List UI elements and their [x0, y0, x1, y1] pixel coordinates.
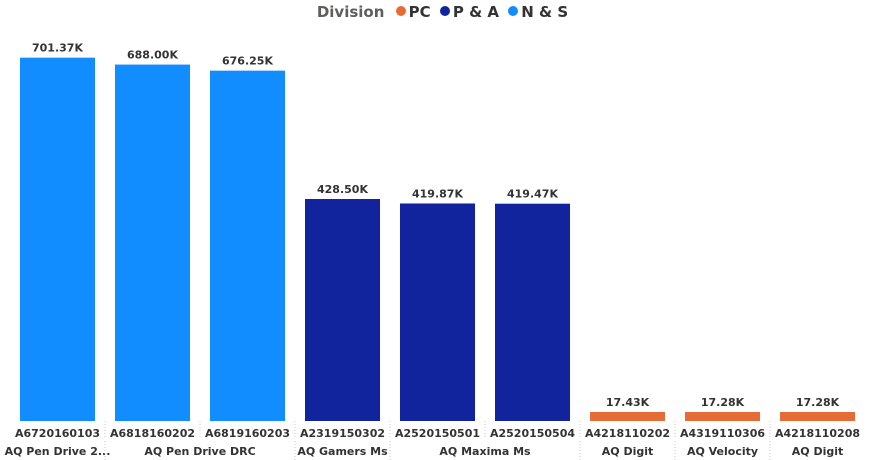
bar[interactable] — [685, 412, 760, 421]
legend-label-pc: PC — [408, 3, 431, 21]
legend: Division PC P & A N & S — [0, 3, 889, 21]
x-tick-label: A2319150302 — [300, 427, 385, 440]
x-group-label: AQ Digit — [602, 445, 654, 458]
bar[interactable] — [305, 199, 380, 421]
legend-label-n-and-s: N & S — [521, 3, 569, 21]
x-tick-label: A6818160202 — [110, 427, 195, 440]
bar[interactable] — [20, 57, 95, 422]
x-tick-label: A2520150501 — [395, 427, 480, 440]
x-tick-label: A4218110208 — [775, 427, 860, 440]
legend-item-pc[interactable]: PC — [395, 3, 436, 21]
bar[interactable] — [780, 412, 855, 421]
x-group-label: AQ Digit — [792, 445, 844, 458]
data-label: 419.47K — [507, 188, 558, 201]
x-group-label: AQ Gamers Ms — [297, 445, 388, 458]
data-label: 17.28K — [796, 396, 840, 409]
bar[interactable] — [590, 411, 665, 421]
x-group-label: AQ Pen Drive 2... — [5, 445, 111, 458]
x-group-label: AQ Maxima Ms — [439, 445, 531, 458]
data-label: 676.25K — [222, 55, 273, 68]
bar[interactable] — [400, 203, 475, 421]
legend-item-p-and-a[interactable]: P & A — [439, 3, 504, 21]
bar[interactable] — [115, 64, 190, 422]
x-tick-label: A4319110306 — [680, 427, 765, 440]
data-label: 17.43K — [606, 396, 650, 409]
data-label: 701.37K — [32, 42, 83, 55]
x-tick-label: A6819160203 — [205, 427, 290, 440]
x-tick-label: A4218110202 — [585, 427, 670, 440]
data-label: 17.28K — [701, 396, 745, 409]
x-group-label: AQ Pen Drive DRC — [144, 445, 255, 458]
data-label: 428.50K — [317, 183, 368, 196]
legend-label-p-and-a: P & A — [452, 3, 500, 21]
bar[interactable] — [495, 203, 570, 421]
legend-dot-p-and-a — [439, 6, 450, 16]
data-label: 688.00K — [127, 49, 178, 62]
legend-title: Division — [316, 3, 385, 21]
x-tick-label: A2520150504 — [490, 427, 575, 440]
legend-item-n-and-s[interactable]: N & S — [508, 3, 568, 21]
bar[interactable] — [210, 70, 285, 422]
legend-dot-pc — [395, 6, 406, 16]
legend-dot-n-and-s — [508, 6, 519, 16]
x-tick-label: A6720160103 — [15, 427, 100, 440]
x-group-label: AQ Velocity — [687, 445, 758, 458]
data-label: 419.87K — [412, 187, 463, 200]
